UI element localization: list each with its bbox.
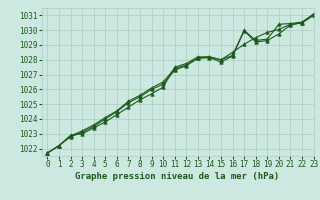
X-axis label: Graphe pression niveau de la mer (hPa): Graphe pression niveau de la mer (hPa) — [76, 172, 280, 181]
